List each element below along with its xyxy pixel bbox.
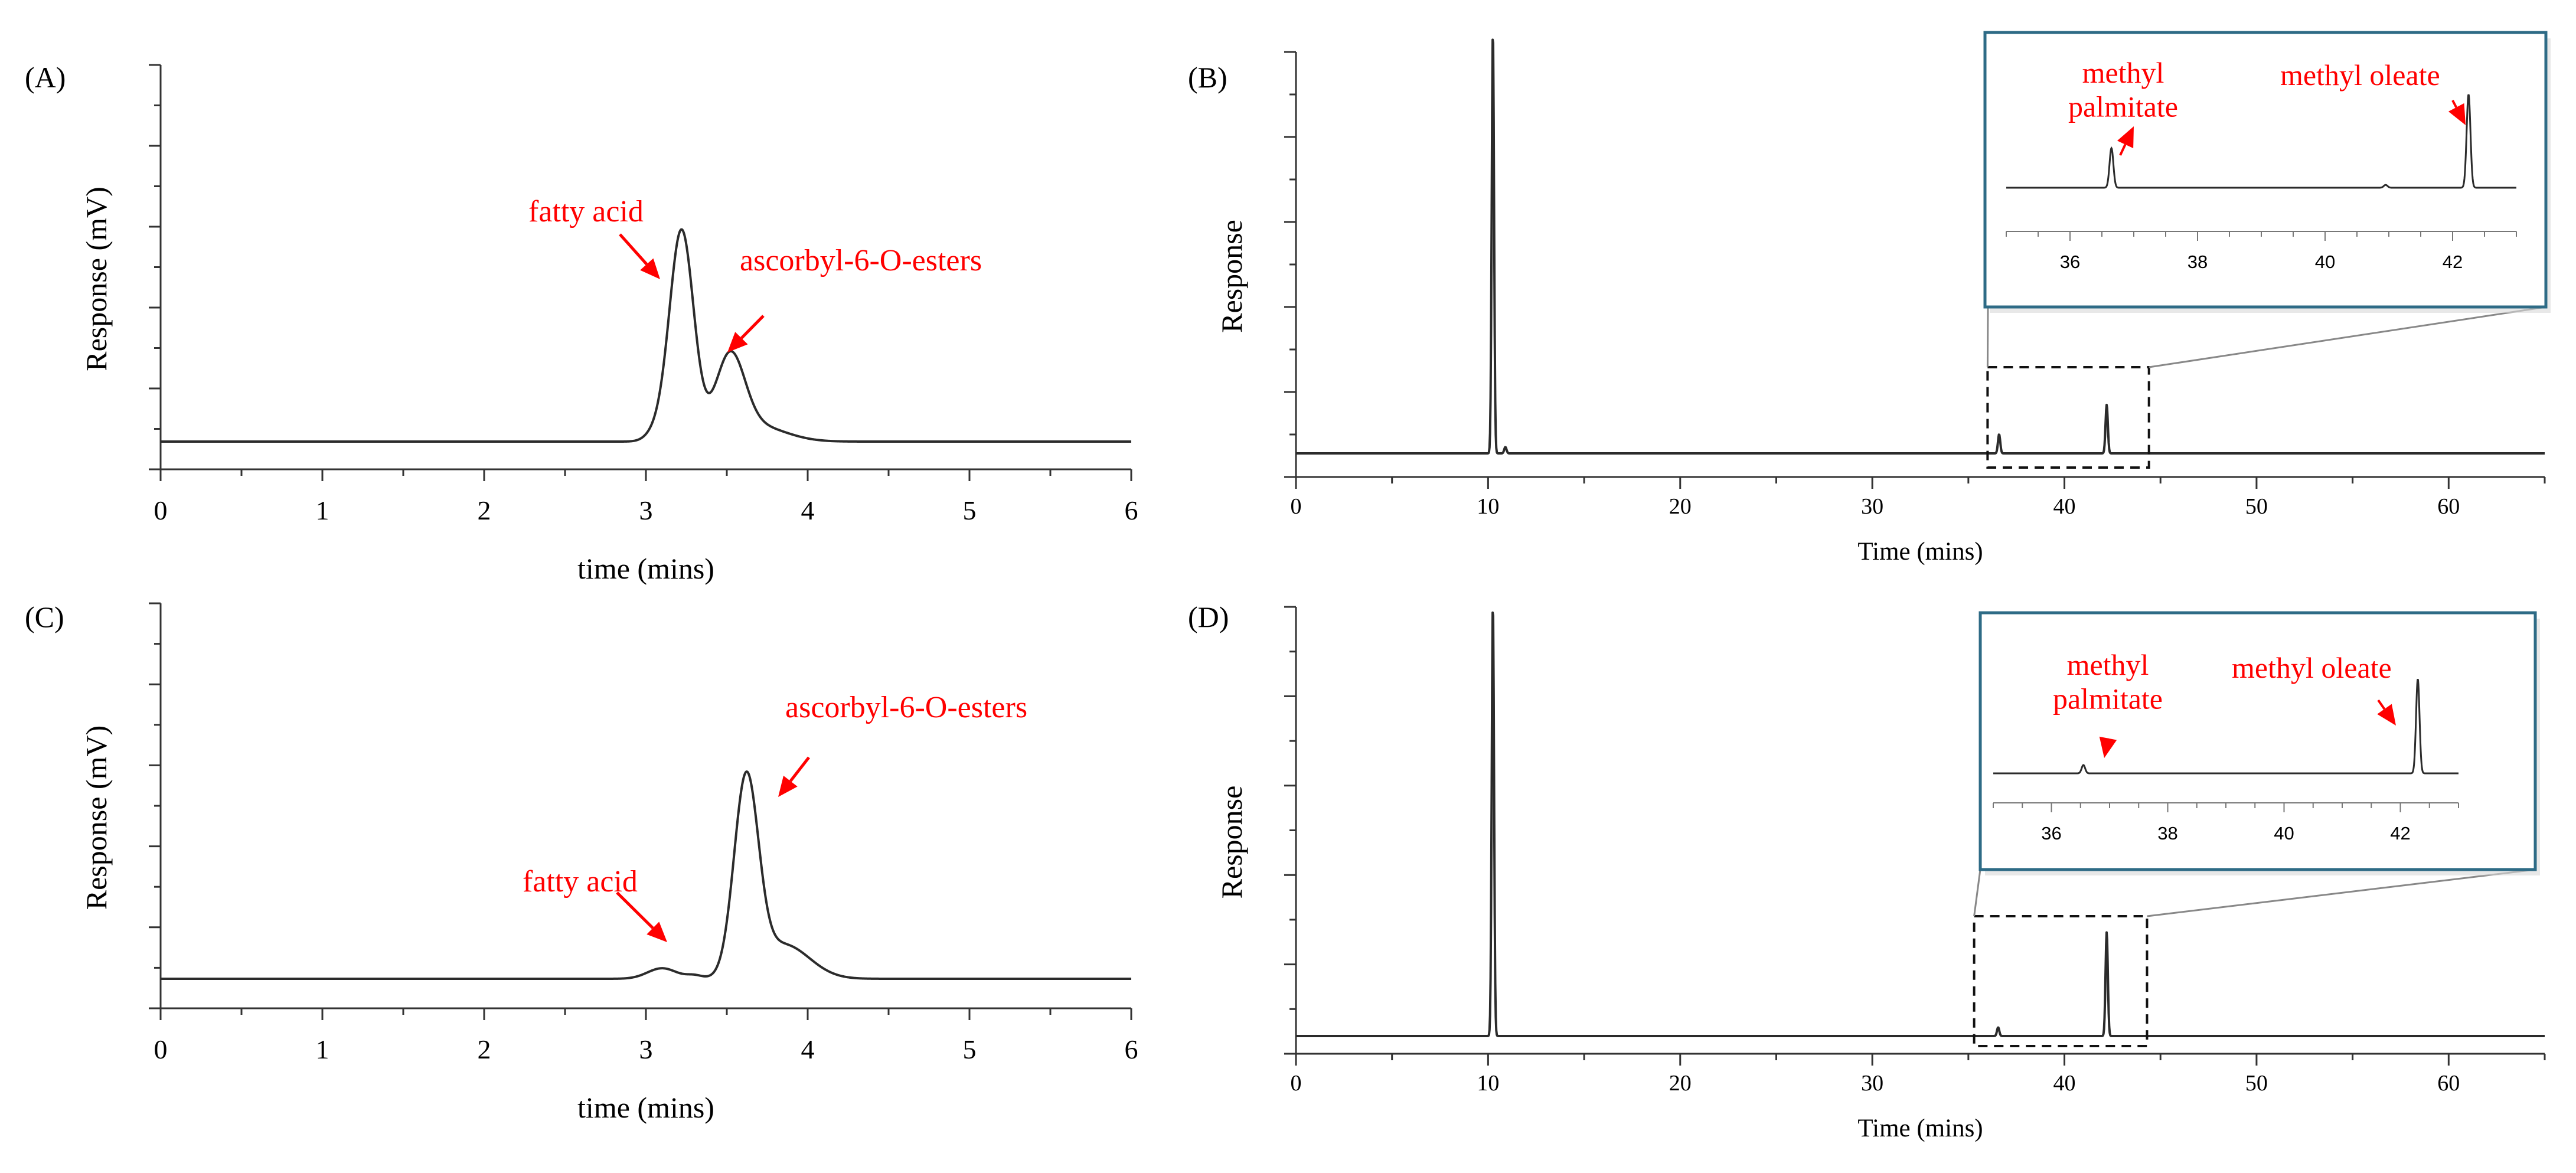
inset-x-tick-label: 36 bbox=[2041, 823, 2061, 844]
series-line bbox=[159, 770, 1132, 980]
panel-a: (A) 0 1 2 3 4 5 6 time (mins) Response (mV) fatty … bbox=[25, 61, 1138, 585]
zoom-box bbox=[1973, 915, 2149, 1047]
series-line bbox=[1295, 38, 2546, 455]
inset-annotation-arrow-shaft bbox=[2451, 100, 2457, 108]
x-tick-label: 50 bbox=[2245, 494, 2268, 519]
x-tick-label: 40 bbox=[2053, 494, 2076, 519]
panel-label: (D) bbox=[1188, 600, 1229, 633]
x-tick-label: 50 bbox=[2245, 1071, 2268, 1096]
inset-x-tick-label: 38 bbox=[2188, 251, 2208, 272]
x-tick-label: 0 bbox=[154, 1034, 168, 1064]
inset-frame bbox=[1983, 31, 2548, 309]
x-tick-label: 3 bbox=[639, 495, 653, 525]
inset-annotation-label: methyl oleate bbox=[2232, 651, 2392, 684]
inset-annotation-arrow-head bbox=[2448, 103, 2466, 125]
zoom-connector bbox=[2147, 868, 2536, 917]
annotation-arrow-shaft bbox=[789, 756, 810, 782]
x-tick-label: 0 bbox=[1291, 494, 1302, 519]
zoom-box bbox=[1986, 366, 2150, 469]
annotation-label: ascorbyl-6-O-esters bbox=[785, 691, 1027, 724]
annotation-arrow-head bbox=[640, 258, 660, 279]
x-axis-label: Time (mins) bbox=[1857, 538, 1983, 566]
zoom-connector bbox=[1973, 869, 1981, 917]
x-axis-label: time (mins) bbox=[577, 1091, 714, 1124]
inset: 36 38 40 42 methyl palmitate methyl oleate bbox=[1978, 611, 2540, 875]
x-tick-label: 30 bbox=[1861, 494, 1883, 519]
inset-annotation-label: methyl palmitate bbox=[2053, 648, 2163, 715]
annotation-arrow-head bbox=[727, 332, 748, 352]
panel-d: (D) 0 10 20 30 40 50 60 Time (mins) Response 36 38 4… bbox=[1188, 600, 2546, 1142]
panel-label: (B) bbox=[1188, 61, 1227, 94]
inset-x-tick-label: 38 bbox=[2157, 823, 2177, 844]
x-tick-label: 3 bbox=[639, 1034, 653, 1064]
y-axis-label: Response (mV) bbox=[80, 726, 113, 910]
x-tick-label: 60 bbox=[2437, 494, 2460, 519]
inset-x-tick-label: 42 bbox=[2390, 823, 2410, 844]
x-tick-label: 30 bbox=[1861, 1071, 1883, 1096]
x-tick-label: 1 bbox=[316, 495, 329, 525]
inset-annotation-arrow-shaft bbox=[2119, 143, 2127, 156]
inset-annotation-arrow-head bbox=[2117, 126, 2134, 149]
x-tick-label: 5 bbox=[963, 495, 977, 525]
inset-annotation-arrow-shaft bbox=[2377, 699, 2386, 710]
inset-annotation-label: methyl palmitate bbox=[2068, 56, 2178, 123]
x-tick-label: 2 bbox=[478, 1034, 491, 1064]
inset: 36 38 40 42 methyl palmitate methyl oleate bbox=[1983, 31, 2551, 313]
x-tick-label: 4 bbox=[801, 495, 815, 525]
panel-label: (A) bbox=[25, 61, 66, 94]
panel-b: (B) 0 10 20 30 40 50 60 Time (mins) Response 36 38 4… bbox=[1188, 31, 2551, 566]
annotation-arrow-head bbox=[647, 922, 667, 942]
x-tick-label: 1 bbox=[316, 1034, 329, 1064]
x-tick-label: 5 bbox=[963, 1034, 977, 1064]
inset-annotation-arrow-head bbox=[2377, 704, 2396, 726]
series-line bbox=[159, 228, 1132, 443]
annotation-arrow-shaft bbox=[619, 233, 648, 266]
y-axis-label: Response bbox=[1215, 786, 1248, 899]
x-tick-label: 10 bbox=[1477, 1071, 1499, 1096]
x-axis-label: Time (mins) bbox=[1857, 1115, 1983, 1142]
inset-x-tick-label: 40 bbox=[2315, 251, 2335, 272]
y-axis-label: Response (mV) bbox=[80, 187, 113, 371]
x-tick-label: 6 bbox=[1125, 1034, 1138, 1064]
panel-label: (C) bbox=[25, 600, 64, 633]
x-tick-label: 6 bbox=[1125, 495, 1138, 525]
annotation-arrow-shaft bbox=[740, 315, 765, 339]
inset-annotation-label: methyl oleate bbox=[2280, 58, 2440, 92]
x-tick-label: 20 bbox=[1669, 494, 1692, 519]
annotation-arrow-shaft bbox=[616, 891, 654, 929]
inset-series-line bbox=[1993, 678, 2459, 775]
inset-x-tick-label: 36 bbox=[2060, 251, 2080, 272]
x-tick-label: 60 bbox=[2437, 1071, 2460, 1096]
inset-frame bbox=[1978, 611, 2537, 871]
x-tick-label: 40 bbox=[2053, 1071, 2076, 1096]
annotation-label: fatty acid bbox=[523, 865, 638, 898]
zoom-connector bbox=[2149, 306, 2546, 368]
x-tick-label: 0 bbox=[1291, 1071, 1302, 1096]
annotation-label: fatty acid bbox=[528, 195, 644, 228]
y-axis-label: Response bbox=[1215, 220, 1248, 333]
x-tick-label: 2 bbox=[478, 495, 491, 525]
annotation-arrow-head bbox=[778, 775, 798, 797]
x-tick-label: 20 bbox=[1669, 1071, 1692, 1096]
zoom-connector bbox=[1986, 306, 1989, 368]
inset-x-tick-label: 42 bbox=[2443, 251, 2463, 272]
series-line bbox=[1295, 611, 2546, 1037]
inset-annotation-arrow-head bbox=[2099, 736, 2117, 758]
inset-x-tick-label: 40 bbox=[2274, 823, 2294, 844]
inset-series-line bbox=[2006, 94, 2516, 189]
annotation-label: ascorbyl-6-O-esters bbox=[740, 244, 982, 277]
panel-c: (C) 0 1 2 3 4 5 6 time (mins) Response (mV) fatty … bbox=[25, 600, 1138, 1124]
x-axis-label: time (mins) bbox=[577, 552, 714, 585]
x-tick-label: 4 bbox=[801, 1034, 815, 1064]
x-tick-label: 10 bbox=[1477, 494, 1499, 519]
x-tick-label: 0 bbox=[154, 495, 168, 525]
